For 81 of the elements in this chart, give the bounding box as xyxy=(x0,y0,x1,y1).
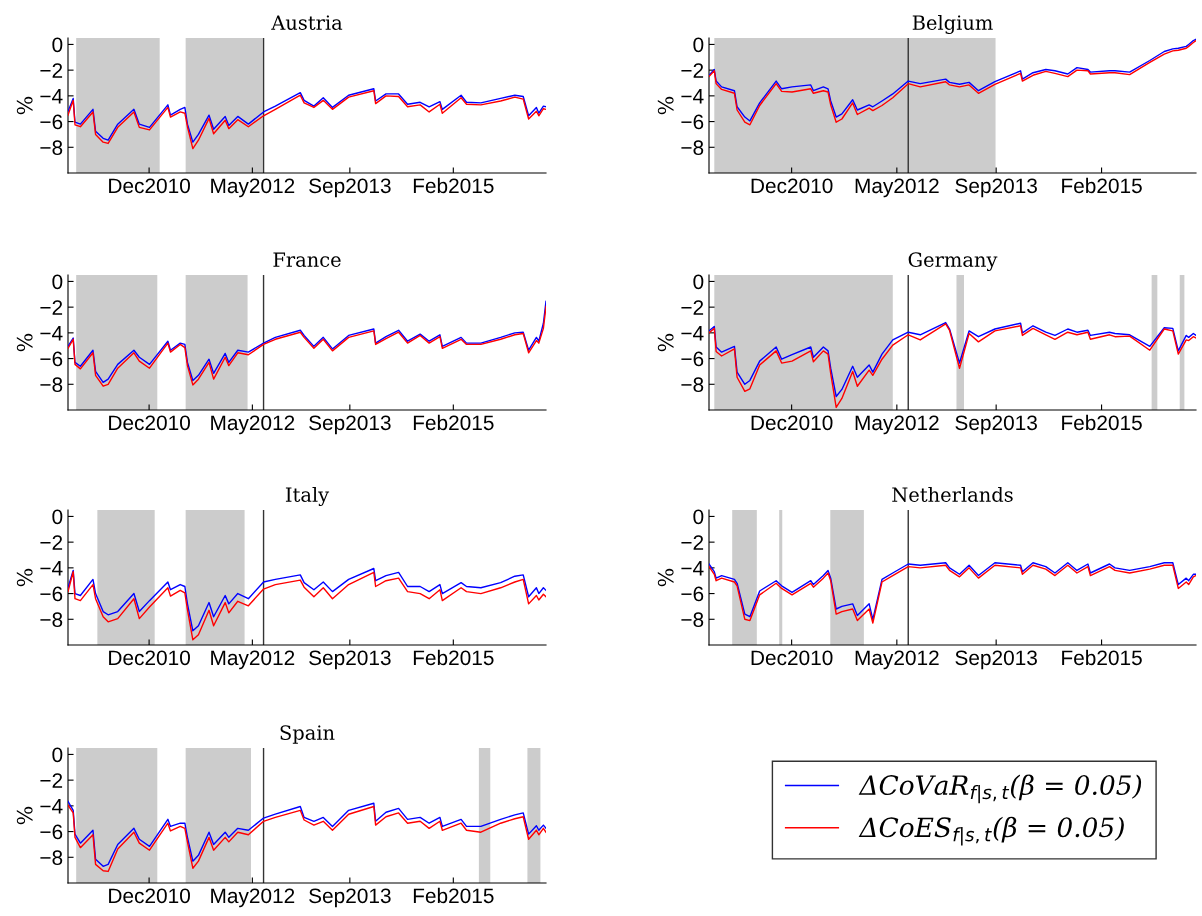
y-tick-label: −6 xyxy=(40,114,63,130)
chart-title: Germany xyxy=(908,252,998,271)
chart-title: Austria xyxy=(271,15,343,30)
chart-title: Belgium xyxy=(912,14,993,34)
y-tick-label: −2 xyxy=(40,63,63,78)
chart-title: Netherlands xyxy=(892,486,1013,502)
x-tick-label: Feb2015 xyxy=(413,177,494,194)
x-tick-label: May2012 xyxy=(855,415,939,435)
y-tick-label: 0 xyxy=(693,509,704,525)
y-tick-label: 0 xyxy=(52,747,63,763)
y-tick-label: −8 xyxy=(681,377,704,393)
y-axis-title: % xyxy=(16,806,33,825)
x-tick-label: Dec2010 xyxy=(109,415,190,431)
y-tick-label: −6 xyxy=(40,824,63,840)
y-tick-label: 0 xyxy=(52,37,63,53)
y-tick-label: −6 xyxy=(681,351,704,367)
y-tick-label: −6 xyxy=(681,114,704,130)
x-tick-label: May2012 xyxy=(855,178,939,198)
y-axis-title: % xyxy=(657,333,674,352)
y-tick-label: −2 xyxy=(40,300,63,315)
y-axis-title: % xyxy=(657,568,674,587)
y-tick-label: −8 xyxy=(681,612,704,628)
y-tick-label: −4 xyxy=(681,326,704,341)
line-series xyxy=(68,571,546,641)
y-tick-label: 0 xyxy=(52,274,63,290)
x-tick-label: Feb2015 xyxy=(413,649,494,666)
y-tick-label: −4 xyxy=(681,561,704,576)
y-axis-title: % xyxy=(657,96,674,115)
x-tick-label: May2012 xyxy=(211,888,295,908)
y-tick-label: −8 xyxy=(40,612,63,628)
chart-title: France xyxy=(273,252,341,267)
y-tick-label: 0 xyxy=(52,509,63,525)
x-tick-label: Feb2015 xyxy=(1062,649,1142,666)
y-tick-label: −6 xyxy=(40,586,63,602)
y-tick-label: −2 xyxy=(681,63,704,78)
x-tick-label: Dec2010 xyxy=(751,650,833,666)
x-tick-label: May2012 xyxy=(211,650,295,670)
y-tick-label: −6 xyxy=(681,586,704,602)
y-tick-label: −8 xyxy=(681,140,704,156)
x-tick-label: May2012 xyxy=(211,178,295,198)
y-tick-label: −2 xyxy=(681,300,704,315)
x-tick-label: Sep2013 xyxy=(309,650,391,670)
y-tick-label: −8 xyxy=(40,377,63,393)
x-tick-label: Dec2010 xyxy=(109,178,190,194)
x-tick-label: Feb2015 xyxy=(413,887,494,904)
y-tick-label: −2 xyxy=(40,773,63,788)
y-axis-title: % xyxy=(16,96,33,115)
x-tick-label: Feb2015 xyxy=(413,414,494,431)
line-series xyxy=(68,567,546,632)
y-tick-label: 0 xyxy=(693,274,704,290)
y-tick-label: −8 xyxy=(40,850,63,866)
x-tick-label: Feb2015 xyxy=(1062,177,1142,194)
x-tick-label: Sep2013 xyxy=(955,650,1037,670)
x-tick-label: Dec2010 xyxy=(109,888,190,904)
y-tick-label: −4 xyxy=(40,326,63,341)
y-axis-title: % xyxy=(16,333,33,352)
y-tick-label: −4 xyxy=(40,561,63,576)
y-tick-label: 0 xyxy=(693,37,704,53)
y-axis-title: % xyxy=(16,568,33,587)
x-tick-label: Dec2010 xyxy=(751,415,833,431)
x-tick-label: Dec2010 xyxy=(109,650,190,666)
x-tick-label: Dec2010 xyxy=(751,178,833,194)
x-tick-label: Sep2013 xyxy=(309,888,391,908)
legend-label: ΔCoVaR$_{f|s,t}$(β = 0.05) xyxy=(858,774,1142,804)
x-tick-label: Sep2013 xyxy=(309,178,391,198)
y-tick-label: −4 xyxy=(681,89,704,104)
chart-title: Italy xyxy=(285,486,330,506)
y-tick-label: −6 xyxy=(40,351,63,367)
y-tick-label: −8 xyxy=(40,140,63,156)
legend-label: ΔCoES$_{f|s,t}$(β = 0.05) xyxy=(858,816,1124,846)
y-tick-label: −2 xyxy=(681,535,704,550)
x-tick-label: Sep2013 xyxy=(955,415,1037,435)
y-tick-label: −4 xyxy=(40,799,63,814)
chart-title: Spain xyxy=(280,725,335,744)
x-tick-label: Sep2013 xyxy=(309,415,391,435)
y-tick-label: −4 xyxy=(40,89,63,104)
x-tick-label: Sep2013 xyxy=(955,178,1037,198)
x-tick-label: May2012 xyxy=(211,415,295,435)
x-tick-label: May2012 xyxy=(855,650,939,670)
x-tick-label: Feb2015 xyxy=(1062,414,1142,431)
y-tick-label: −2 xyxy=(40,535,63,550)
